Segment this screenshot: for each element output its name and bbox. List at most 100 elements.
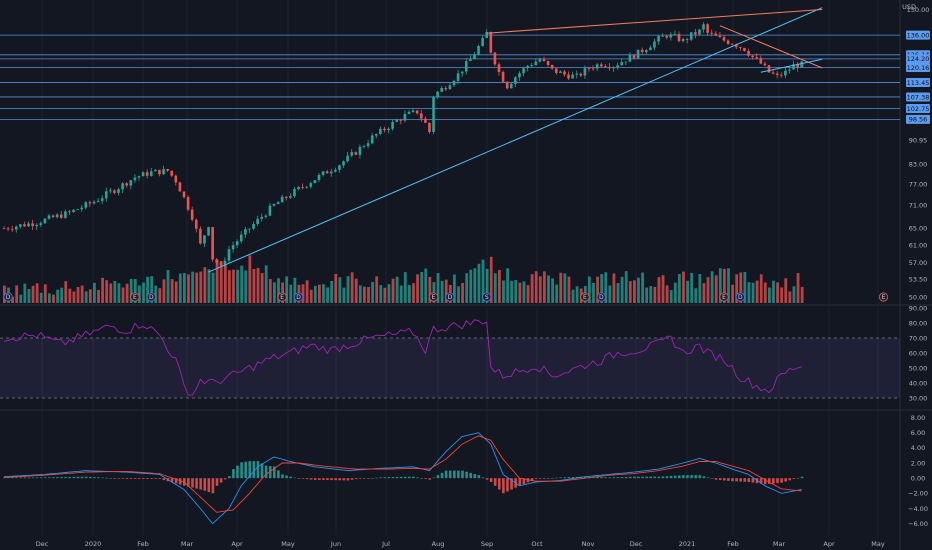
- macd-histogram-bar: [113, 478, 117, 479]
- event-marker: [445, 292, 455, 302]
- macd-histogram-bar: [563, 477, 567, 479]
- volume-bar: [747, 282, 751, 303]
- macd-histogram-bar: [285, 475, 288, 479]
- candle-body: [207, 227, 210, 236]
- time-tick-label: Feb: [137, 540, 149, 548]
- candle-body: [452, 80, 456, 86]
- candle-body: [178, 182, 182, 192]
- time-tick-label: Feb: [727, 540, 739, 548]
- candle-body: [268, 205, 272, 216]
- event-marker: [580, 292, 590, 302]
- candle-body: [121, 183, 124, 190]
- candle-body: [117, 189, 120, 193]
- event-marker-label: S: [485, 294, 489, 301]
- candle-body: [325, 171, 329, 174]
- price-tick-label: 71.00: [909, 202, 928, 210]
- macd-histogram-bar: [309, 478, 313, 480]
- volume-bar: [440, 280, 444, 303]
- event-marker-label: D: [599, 294, 604, 301]
- macd-histogram-bar: [240, 462, 243, 479]
- time-tick-label: May: [871, 540, 885, 548]
- candle-body: [76, 209, 79, 211]
- candle-body: [358, 146, 362, 155]
- time-tick-label: Apr: [823, 540, 835, 548]
- volume-bar: [121, 287, 125, 303]
- candle-body: [428, 122, 431, 133]
- volume-bar: [555, 284, 559, 303]
- volume-bar: [616, 283, 620, 303]
- candle-body: [514, 77, 517, 84]
- candle-body: [239, 234, 243, 242]
- volume-bar: [158, 288, 162, 303]
- macd-histogram-bar: [399, 476, 403, 479]
- volume-bar: [710, 271, 714, 303]
- candle-body: [383, 128, 386, 131]
- candle-body: [444, 88, 448, 90]
- volume-bar: [784, 278, 788, 303]
- candle-body: [96, 200, 100, 202]
- price-tick-label: 83.00: [909, 161, 928, 169]
- volume-bar: [608, 285, 612, 303]
- candle-body: [734, 44, 738, 48]
- time-axis[interactable]: Dec 2020 Feb Mar Apr May Jun Jul Aug Sep Oct Nov Dec…: [36, 540, 885, 548]
- macd-histogram-bar: [723, 478, 726, 481]
- candle-body: [59, 214, 63, 218]
- volume-bar: [207, 269, 211, 303]
- event-marker: [428, 292, 439, 302]
- volume-bar: [673, 282, 677, 303]
- macd-histogram-bar: [232, 469, 235, 479]
- volume-bar: [39, 292, 43, 303]
- time-tick-label: Aug: [432, 540, 445, 548]
- volume-bar: [88, 289, 92, 303]
- time-tick-label: Mar: [181, 540, 194, 548]
- volume-bar: [223, 264, 227, 303]
- candle-body: [616, 65, 619, 68]
- volume-bar: [203, 267, 207, 303]
- volume-bar: [113, 280, 117, 303]
- event-marker-label: E: [432, 294, 436, 301]
- candle-body: [759, 58, 763, 64]
- candle-body: [767, 65, 771, 73]
- volume-bar: [43, 284, 47, 303]
- volume-bar: [461, 283, 464, 303]
- macd-histogram-bar: [796, 477, 800, 479]
- candle-body: [563, 71, 566, 75]
- candle-body: [313, 180, 317, 184]
- macd-histogram-bar: [379, 477, 382, 479]
- macd-histogram-bar: [358, 478, 362, 479]
- volume-bar: [183, 273, 186, 303]
- volume-bar: [219, 261, 223, 303]
- candle-body: [612, 67, 615, 69]
- candle-body: [55, 214, 59, 218]
- macd-histogram-bar: [731, 478, 734, 482]
- macd-histogram-bar: [739, 478, 742, 482]
- rsi-tick-label: 90.00: [909, 304, 928, 312]
- candle-body: [166, 168, 169, 171]
- candle-body: [145, 172, 149, 176]
- macd-histogram-bar: [191, 478, 194, 488]
- time-tick-label: Dec: [36, 540, 49, 548]
- price-tick-label: 65.00: [909, 225, 928, 233]
- macd-histogram-bar: [138, 478, 141, 479]
- macd-histogram-bar: [223, 478, 227, 480]
- price-axis[interactable]: 150.00136.00126.14124.20120.16113.45107.…: [906, 6, 930, 302]
- volume-bar: [800, 286, 804, 303]
- macd-histogram-bar: [395, 476, 399, 479]
- candle-body: [747, 51, 750, 56]
- macd-histogram-bar: [538, 478, 542, 479]
- candle-body: [272, 204, 276, 206]
- macd-histogram-bar: [698, 475, 702, 479]
- macd-histogram-bar: [264, 465, 268, 479]
- candle-body: [174, 175, 178, 183]
- price-tag: [906, 63, 930, 73]
- volume-bar: [739, 272, 743, 303]
- candle-body: [2, 228, 6, 230]
- macd-histogram-bar: [583, 476, 587, 479]
- volume-bar: [424, 268, 428, 303]
- time-tick-label: Nov: [582, 540, 595, 548]
- volume-bar: [313, 285, 317, 303]
- trend-lines[interactable]: [208, 7, 823, 273]
- candle-body: [104, 191, 108, 199]
